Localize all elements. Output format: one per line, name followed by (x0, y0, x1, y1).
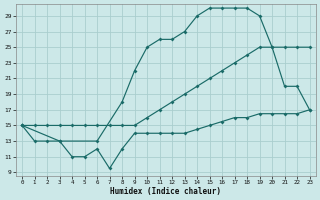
X-axis label: Humidex (Indice chaleur): Humidex (Indice chaleur) (110, 187, 221, 196)
